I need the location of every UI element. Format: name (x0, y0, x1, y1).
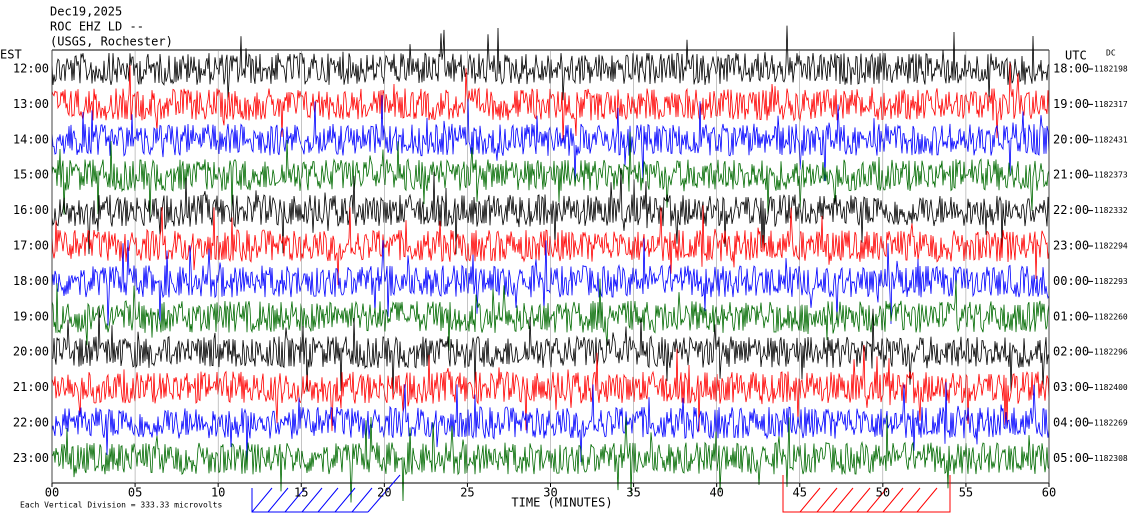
est-label: 12:00 (13, 62, 49, 76)
x-tick-label: 30 (543, 486, 557, 500)
utc-title: UTC (1065, 49, 1087, 63)
est-label: 22:00 (13, 416, 49, 430)
x-tick-label: 60 (1042, 486, 1056, 500)
utc-label: 21:00 (1053, 168, 1089, 182)
est-label: 14:00 (13, 132, 49, 146)
date: Dec19,2025 (50, 5, 122, 19)
est-label: 15:00 (13, 168, 49, 182)
dc-value: 1182400 (1094, 383, 1128, 392)
dc-title: DC (1106, 49, 1116, 58)
utc-label: 19:00 (1053, 97, 1089, 111)
x-tick-label: 45 (793, 486, 807, 500)
x-tick-label: 25 (460, 486, 474, 500)
x-tick-label: 05 (128, 486, 142, 500)
utc-label: 01:00 (1053, 309, 1089, 323)
x-tick-label: 35 (626, 486, 640, 500)
utc-label: 18:00 (1053, 62, 1089, 76)
utc-label: 04:00 (1053, 416, 1089, 430)
dc-value: 1182260 (1094, 312, 1128, 321)
dc-value: 1182332 (1094, 206, 1128, 215)
est-label: 18:00 (13, 274, 49, 288)
dc-value: 1182308 (1094, 454, 1128, 463)
est-label: 16:00 (13, 203, 49, 217)
utc-label: 03:00 (1053, 380, 1089, 394)
dc-value: 1182296 (1094, 348, 1128, 357)
dc-value: 1182431 (1094, 135, 1128, 144)
utc-label: 23:00 (1053, 239, 1089, 253)
x-axis-title: TIME (MINUTES) (511, 496, 612, 510)
est-label: 21:00 (13, 380, 49, 394)
x-tick-label: 10 (211, 486, 225, 500)
dc-value: 1182317 (1094, 100, 1128, 109)
station: ROC EHZ LD -- (50, 20, 144, 34)
blue-marker (251, 474, 401, 513)
x-tick-label: 15 (294, 486, 308, 500)
dc-value: 1182198 (1094, 65, 1128, 74)
network: (USGS, Rochester) (50, 35, 173, 49)
utc-label: 02:00 (1053, 345, 1089, 359)
est-label: 23:00 (13, 451, 49, 465)
est-label: 19:00 (13, 309, 49, 323)
dc-value: 1182373 (1094, 171, 1128, 180)
est-label: 13:00 (13, 97, 49, 111)
x-tick-label: 50 (876, 486, 890, 500)
est-label: 20:00 (13, 345, 49, 359)
dc-value: 1182269 (1094, 419, 1128, 428)
red-marker (782, 475, 951, 513)
dc-value: 1182293 (1094, 277, 1128, 286)
est-label: 17:00 (13, 239, 49, 253)
x-tick-label: 00 (45, 486, 59, 500)
utc-label: 05:00 (1053, 451, 1089, 465)
dc-value: 1182294 (1094, 242, 1128, 251)
utc-label: 00:00 (1053, 274, 1089, 288)
est-title: EST (0, 48, 22, 62)
utc-label: 20:00 (1053, 132, 1089, 146)
utc-label: 22:00 (1053, 203, 1089, 217)
x-tick-label: 55 (959, 486, 973, 500)
x-tick-label: 40 (709, 486, 723, 500)
x-tick-label: 20 (377, 486, 391, 500)
scale-note: Each Vertical Division = 333.33 microvol… (20, 501, 222, 510)
